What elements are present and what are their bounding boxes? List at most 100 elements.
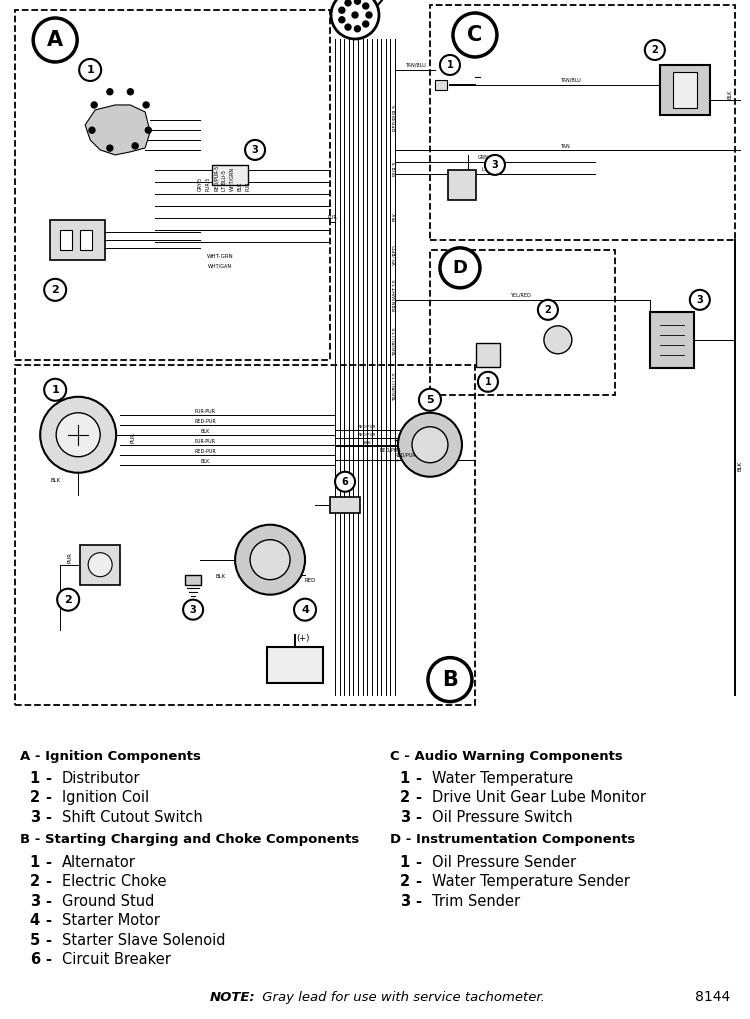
Circle shape: [245, 140, 265, 160]
Circle shape: [440, 55, 460, 75]
Circle shape: [57, 589, 80, 610]
Circle shape: [331, 0, 379, 39]
Text: 1: 1: [400, 855, 410, 870]
Text: 3: 3: [252, 145, 259, 155]
Circle shape: [339, 7, 345, 13]
Bar: [330, 496, 360, 513]
Bar: [80, 230, 92, 250]
Bar: [660, 65, 710, 115]
Text: Water Temperature: Water Temperature: [432, 771, 573, 786]
Text: -: -: [45, 771, 51, 786]
Circle shape: [485, 155, 505, 175]
Text: Electric Choke: Electric Choke: [62, 874, 166, 890]
Bar: [448, 170, 476, 200]
Text: RED/PUR-5: RED/PUR-5: [214, 165, 218, 191]
Circle shape: [250, 540, 290, 580]
Text: 5: 5: [30, 932, 40, 948]
Text: 6: 6: [30, 952, 40, 967]
Text: PUR: PUR: [68, 551, 73, 562]
Circle shape: [89, 127, 95, 133]
Text: Starter Motor: Starter Motor: [62, 913, 160, 928]
Text: PUR: PUR: [245, 181, 250, 191]
Bar: [430, 250, 615, 394]
Text: LT BLU: LT BLU: [482, 167, 498, 172]
Circle shape: [478, 372, 498, 391]
Text: 4: 4: [30, 913, 40, 928]
Text: (+): (+): [296, 634, 310, 643]
Circle shape: [33, 18, 77, 62]
Text: BLK: BLK: [200, 429, 210, 434]
Text: WHT-GRN: WHT-GRN: [207, 254, 233, 259]
Circle shape: [355, 0, 361, 4]
Text: -: -: [45, 894, 51, 909]
Circle shape: [398, 413, 462, 477]
Text: TAN/BLU 10: TAN/BLU 10: [393, 372, 398, 400]
Text: -: -: [45, 810, 51, 825]
Text: C: C: [467, 25, 482, 45]
Text: B - Starting Charging and Choke Components: B - Starting Charging and Choke Componen…: [20, 834, 359, 847]
Text: 2: 2: [30, 874, 40, 890]
Text: 3: 3: [400, 810, 410, 825]
Text: -: -: [415, 810, 421, 825]
Text: BLK: BLK: [50, 478, 60, 483]
Circle shape: [345, 24, 351, 31]
Circle shape: [538, 300, 558, 320]
Text: -: -: [45, 932, 51, 948]
Circle shape: [56, 413, 100, 457]
Circle shape: [146, 127, 152, 133]
Circle shape: [412, 427, 448, 463]
Text: RED/PUR 5: RED/PUR 5: [393, 105, 398, 130]
Text: BLK: BLK: [738, 461, 742, 471]
Text: TAN/BLU: TAN/BLU: [560, 78, 580, 83]
Text: TAN: TAN: [560, 144, 570, 149]
Text: D - Instrumentation Components: D - Instrumentation Components: [390, 834, 635, 847]
Text: BLK: BLK: [215, 574, 225, 579]
Text: BLK: BLK: [393, 212, 398, 221]
Bar: [673, 72, 697, 108]
Circle shape: [235, 525, 305, 595]
Bar: [435, 79, 447, 90]
Text: 2: 2: [544, 305, 551, 315]
Text: -: -: [415, 874, 421, 890]
Text: RED-PUR: RED-PUR: [194, 419, 216, 424]
Text: BLK: BLK: [238, 181, 242, 191]
Circle shape: [355, 25, 361, 32]
Text: D: D: [452, 259, 467, 277]
Text: 6: 6: [342, 477, 349, 487]
Text: BLK: BLK: [363, 441, 371, 444]
Text: Oil Pressure Sender: Oil Pressure Sender: [432, 855, 576, 870]
Circle shape: [132, 143, 138, 149]
Text: Alternator: Alternator: [62, 855, 136, 870]
Circle shape: [40, 396, 116, 473]
Text: GRN/WHT: GRN/WHT: [478, 155, 502, 160]
Bar: [476, 342, 500, 367]
Text: YEL/RED: YEL/RED: [393, 246, 398, 266]
Text: Oil Pressure Switch: Oil Pressure Switch: [432, 810, 573, 825]
Text: 3: 3: [491, 160, 498, 170]
Circle shape: [352, 12, 358, 18]
Text: -: -: [45, 952, 51, 967]
Text: A - Ignition Components: A - Ignition Components: [20, 750, 201, 762]
Text: Shift Cutout Switch: Shift Cutout Switch: [62, 810, 202, 825]
Text: -: -: [45, 855, 51, 870]
Circle shape: [363, 21, 369, 26]
Bar: [650, 312, 694, 368]
Text: BLK: BLK: [200, 459, 210, 464]
Text: RED/PUR: RED/PUR: [358, 425, 376, 429]
Text: RED/PUR: RED/PUR: [380, 447, 400, 452]
Text: PUR-PUR: PUR-PUR: [194, 439, 215, 443]
Circle shape: [183, 599, 203, 620]
Text: -: -: [45, 791, 51, 805]
Text: 2: 2: [30, 791, 40, 805]
Bar: [185, 575, 201, 585]
Text: -: -: [415, 771, 421, 786]
Circle shape: [92, 102, 98, 108]
Text: Drive Unit Gear Lube Monitor: Drive Unit Gear Lube Monitor: [432, 791, 646, 805]
Text: Ignition Coil: Ignition Coil: [62, 791, 149, 805]
Text: 3: 3: [400, 894, 410, 909]
Bar: [267, 647, 323, 683]
Text: 1: 1: [30, 771, 40, 786]
Text: BLK: BLK: [728, 90, 732, 99]
Text: PUR 5: PUR 5: [393, 162, 398, 176]
Circle shape: [440, 248, 480, 287]
